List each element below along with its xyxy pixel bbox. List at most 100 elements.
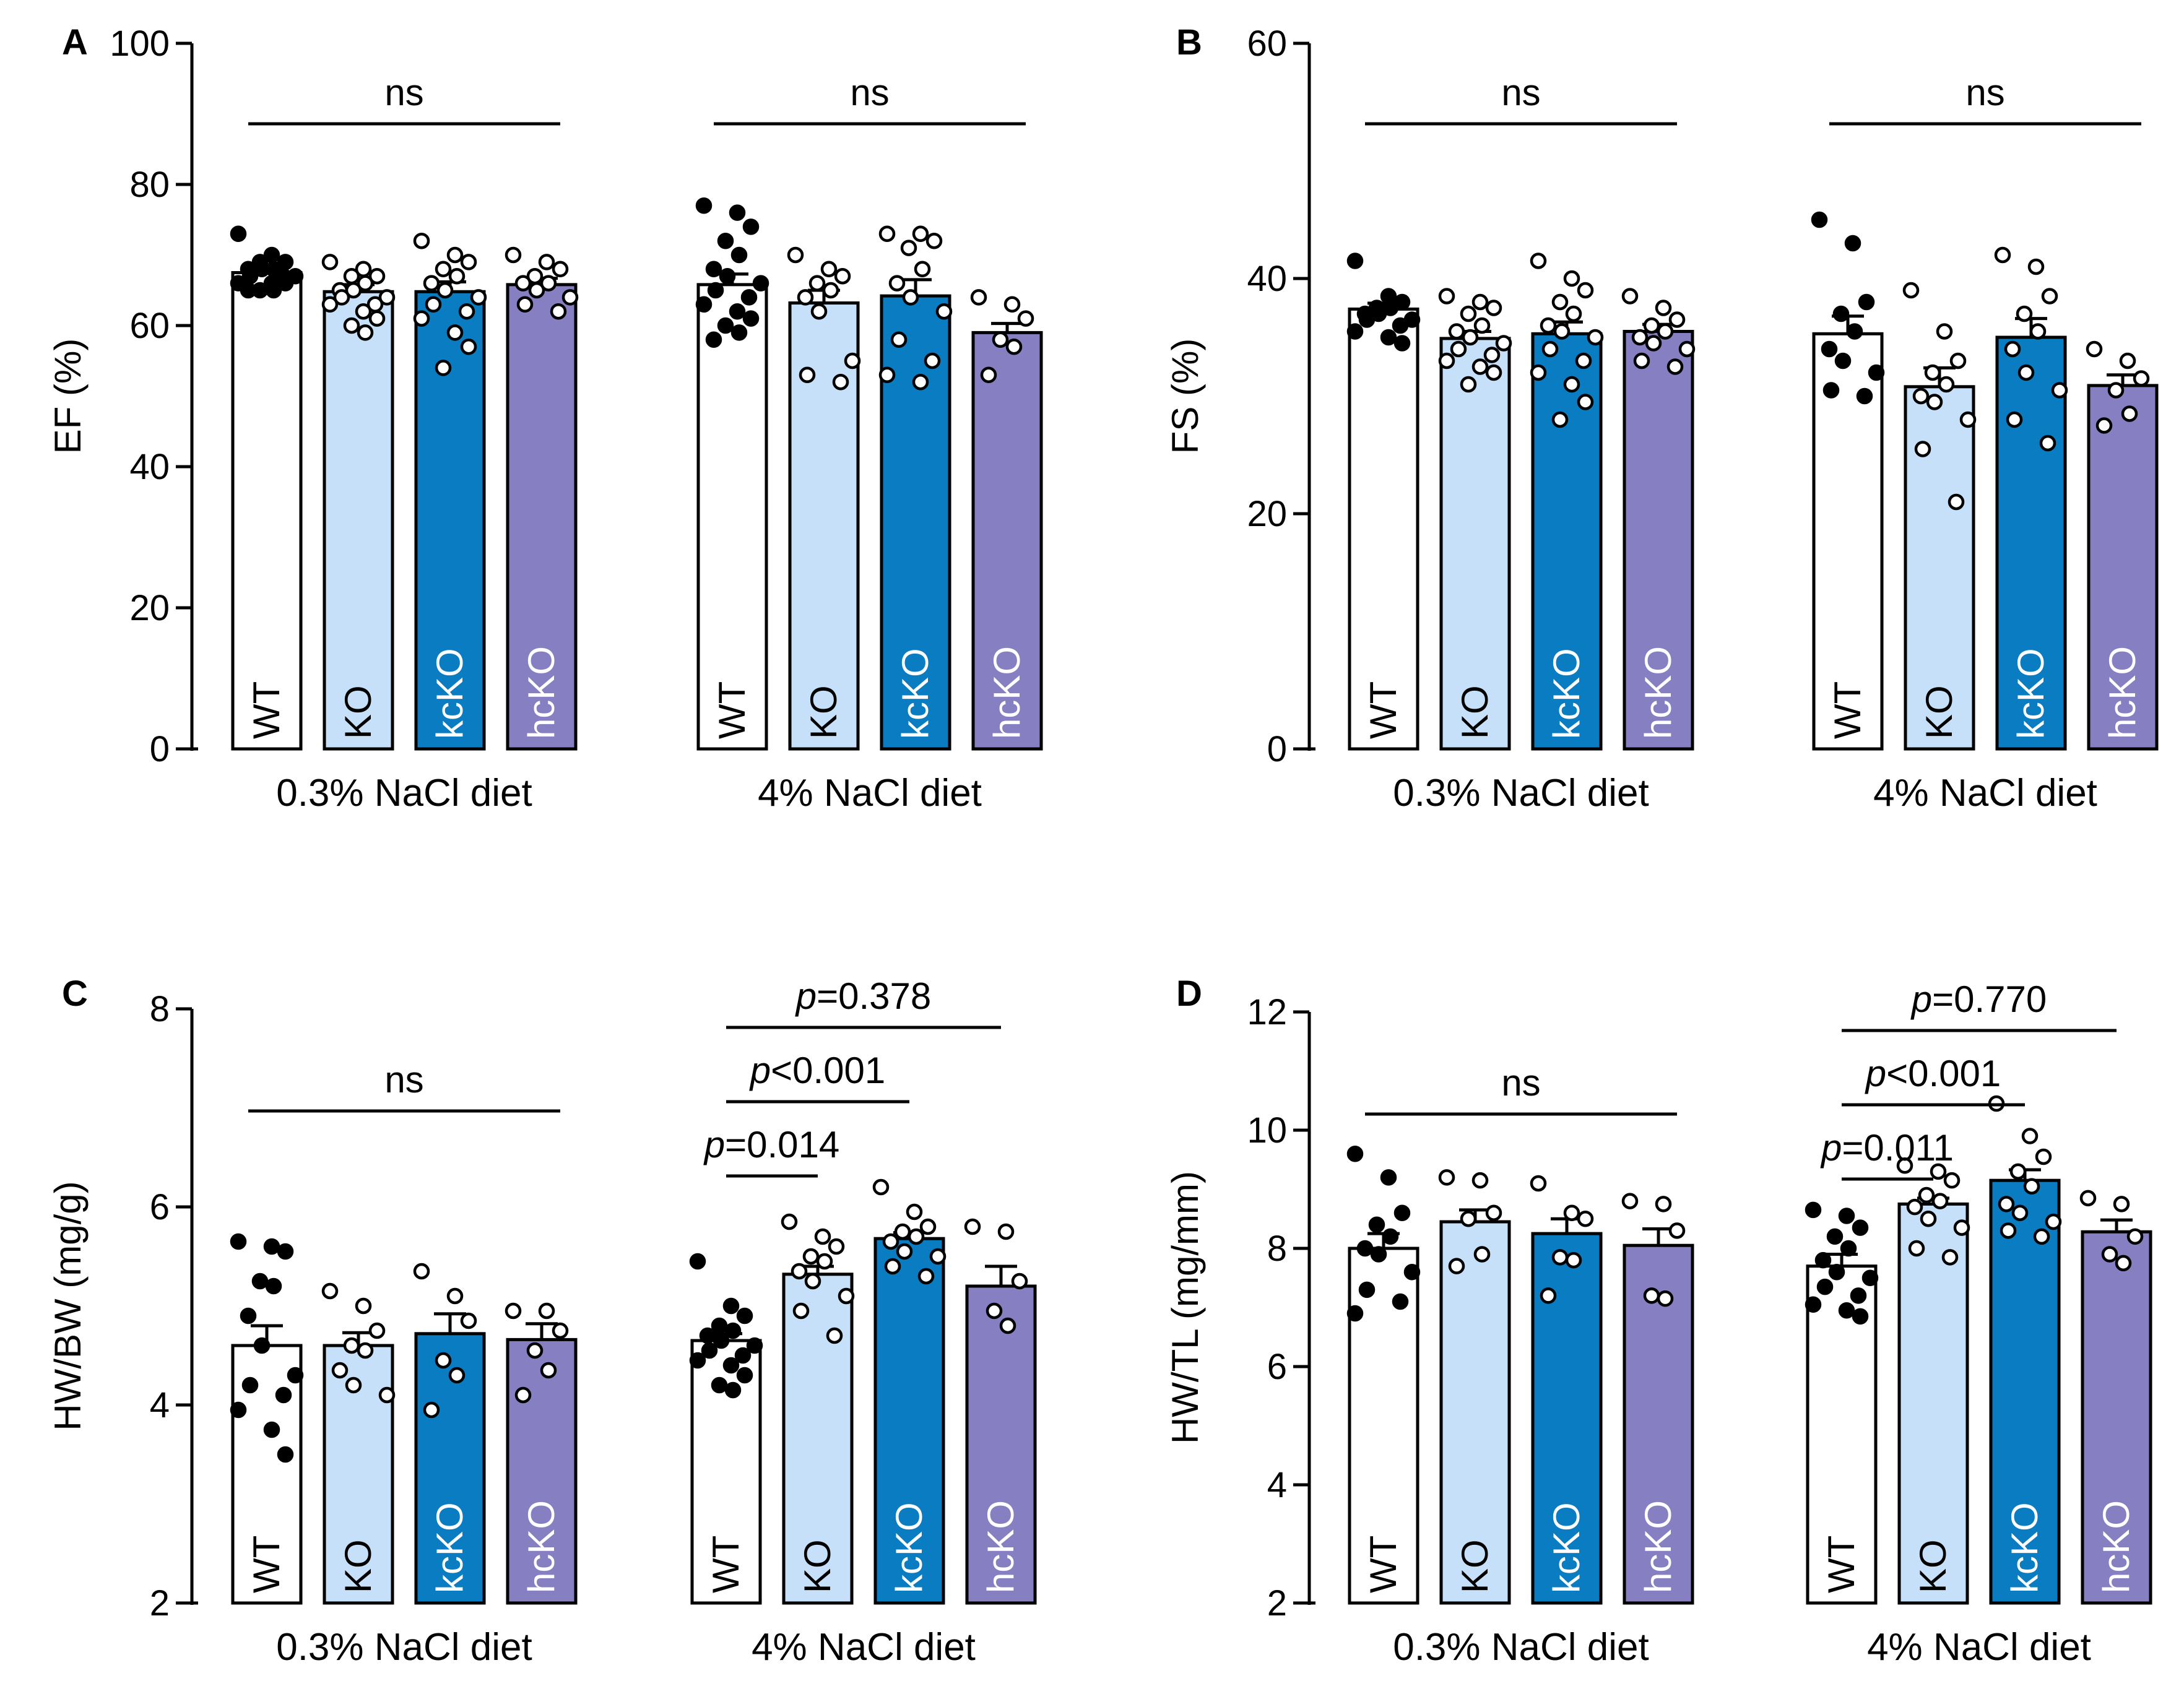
data-point — [1460, 376, 1477, 393]
bar-label: hcKO — [521, 1500, 562, 1593]
data-point — [1666, 358, 1684, 375]
data-point — [816, 1253, 833, 1270]
data-point — [2079, 1190, 2097, 1207]
data-point — [1460, 305, 1477, 322]
data-point — [1540, 1287, 1557, 1304]
data-point — [872, 1178, 890, 1196]
y-tick-label: 40 — [129, 447, 170, 487]
data-point — [1943, 1172, 1961, 1189]
data-point — [1577, 282, 1594, 299]
data-point — [802, 1248, 820, 1265]
data-point — [1380, 1169, 1397, 1186]
data-point — [736, 1367, 753, 1384]
data-point — [277, 1446, 294, 1463]
bar — [506, 283, 578, 751]
data-point — [357, 1342, 374, 1359]
data-point — [1856, 387, 1873, 405]
data-point — [705, 261, 722, 278]
data-point — [724, 1381, 742, 1399]
data-point — [1941, 1249, 1959, 1266]
data-point — [2035, 1148, 2052, 1165]
bar-label: kcKO — [1546, 1502, 1587, 1593]
data-point — [1565, 305, 1582, 322]
bar — [1989, 1178, 2061, 1605]
data-point — [1553, 323, 1571, 340]
bar — [1348, 307, 1419, 751]
bar — [231, 271, 303, 751]
data-point — [277, 275, 294, 292]
data-point — [2095, 417, 2113, 434]
data-point — [1826, 1228, 1844, 1245]
data-point — [2009, 1163, 2027, 1180]
data-point — [1495, 335, 1512, 352]
group-label: 4% NaCl diet — [1873, 772, 2097, 815]
data-point — [230, 1401, 247, 1419]
data-point — [1631, 329, 1649, 346]
data-point — [970, 289, 987, 306]
data-point — [230, 1233, 247, 1250]
bar-label: WT — [246, 1536, 287, 1593]
data-point — [1563, 376, 1580, 393]
data-point — [538, 254, 555, 270]
bar-label: hcKO — [2095, 1500, 2137, 1593]
data-point — [2041, 288, 2058, 305]
data-point — [1551, 293, 1569, 311]
data-point — [1896, 1157, 1913, 1174]
significance-label: ns — [384, 72, 423, 113]
bar-label: KO — [337, 685, 379, 739]
data-point — [1998, 1196, 2015, 1212]
data-point — [1959, 411, 1977, 428]
data-point — [1805, 1296, 1822, 1313]
data-point — [1906, 1198, 1923, 1216]
bar-label: kcKO — [429, 648, 470, 739]
data-point — [526, 1342, 544, 1359]
panel-c: C 2 4 6 8 HW/BW (mg/g) WT KO kcKO hcKO 0.3% NaCl d… — [47, 974, 1037, 1669]
bar — [1623, 330, 1694, 751]
data-point — [448, 1367, 466, 1384]
data-point — [1017, 310, 1034, 327]
data-point — [1657, 323, 1674, 340]
data-point — [1621, 288, 1639, 305]
data-point — [368, 267, 386, 285]
data-point — [1920, 1211, 1937, 1227]
data-point — [413, 232, 430, 249]
data-point — [2107, 382, 2125, 399]
group-label: 0.3% NaCl diet — [1393, 772, 1649, 815]
data-point — [799, 366, 816, 384]
data-point — [919, 1218, 937, 1235]
data-point — [1587, 329, 1604, 346]
data-point — [505, 1302, 522, 1320]
y-tick-label: 2 — [1267, 1583, 1287, 1623]
bar-label: kcKO — [429, 1502, 470, 1593]
p-value: =0.011 — [1842, 1127, 1954, 1169]
data-point — [1655, 1196, 1672, 1212]
data-point — [425, 296, 442, 313]
y-tick-label: 0 — [1267, 729, 1287, 769]
data-point — [929, 1248, 947, 1265]
p-symbol: p — [1865, 1053, 1886, 1094]
data-point — [355, 1297, 372, 1315]
data-point — [1822, 382, 1840, 399]
data-point — [1358, 311, 1376, 328]
y-tick-label: 60 — [1247, 24, 1287, 64]
data-point — [1462, 329, 1479, 346]
group-label: 0.3% NaCl diet — [276, 1626, 532, 1669]
panel-b: B 0 20 40 60 FS (%) WT KO kcKO hcKO 0.3% NaCl diet… — [1164, 22, 2159, 815]
y-axis-label: HW/BW (mg/g) — [47, 1181, 89, 1430]
data-point — [263, 1238, 280, 1255]
data-point — [540, 1362, 557, 1379]
data-point — [838, 1287, 855, 1305]
group-label: 4% NaCl diet — [758, 772, 982, 815]
panel-a: A 0 20 40 60 80 100 EF (%) WT KO kcKO hcKO 0.3% NaCl… — [47, 22, 1043, 815]
bar-label: hcKO — [986, 646, 1028, 739]
data-point — [1931, 1193, 1949, 1209]
panel-label: B — [1176, 22, 1202, 63]
data-point — [1438, 1169, 1455, 1186]
data-point — [1655, 300, 1672, 316]
bar — [506, 1337, 578, 1605]
data-point — [1838, 1208, 1855, 1224]
data-point — [822, 282, 839, 299]
y-tick-label: 4 — [1267, 1465, 1287, 1505]
data-point — [436, 282, 454, 299]
data-point — [251, 1273, 269, 1290]
